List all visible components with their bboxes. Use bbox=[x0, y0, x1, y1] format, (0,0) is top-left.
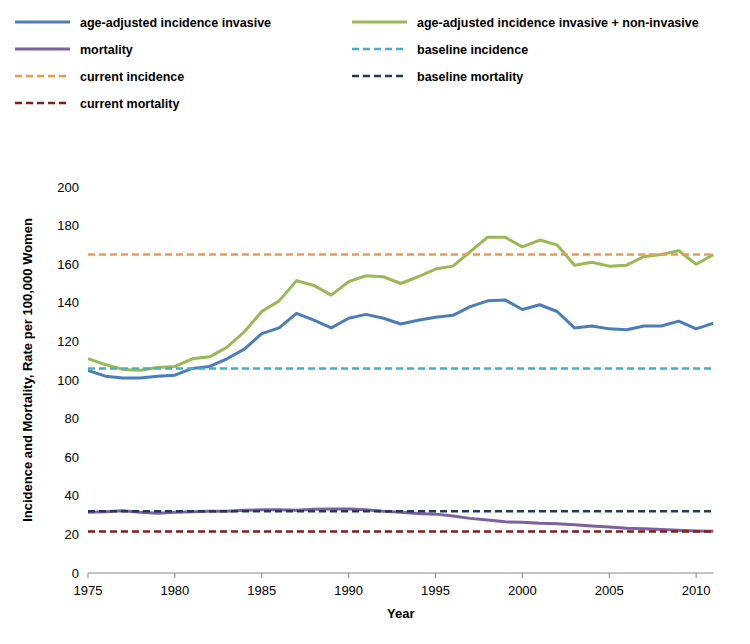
y-tick-label: 80 bbox=[65, 411, 79, 426]
x-tick bbox=[609, 573, 610, 578]
x-tick bbox=[696, 573, 697, 578]
x-tick-label: 1990 bbox=[334, 583, 363, 598]
x-tick-label: 2010 bbox=[682, 583, 711, 598]
y-tick-label: 140 bbox=[57, 295, 79, 310]
y-tick-label: 20 bbox=[65, 527, 79, 542]
x-tick bbox=[522, 573, 523, 578]
legend-label: age-adjusted incidence invasive + non-in… bbox=[417, 16, 699, 30]
legend-label: mortality bbox=[80, 43, 133, 57]
x-tick bbox=[174, 573, 175, 578]
legend-swatch bbox=[352, 75, 407, 78]
legend-swatch bbox=[15, 102, 70, 105]
x-tick bbox=[88, 573, 89, 578]
legend-swatch bbox=[352, 21, 407, 24]
x-tick-label: 2000 bbox=[508, 583, 537, 598]
legend-label: baseline incidence bbox=[417, 43, 528, 57]
x-tick-label: 1995 bbox=[421, 583, 450, 598]
legend-label: baseline mortality bbox=[417, 70, 523, 84]
x-tick-label: 1975 bbox=[74, 583, 103, 598]
y-tick-label: 40 bbox=[65, 488, 79, 503]
x-tick bbox=[348, 573, 349, 578]
series-line bbox=[88, 510, 714, 513]
series-line bbox=[88, 237, 714, 370]
plot-area bbox=[88, 237, 714, 531]
y-axis-label: Incidence and Mortality, Rate per 100,00… bbox=[20, 218, 35, 522]
x-tick bbox=[435, 573, 436, 578]
series-line bbox=[88, 253, 714, 256]
y-tick-label: 200 bbox=[57, 180, 79, 195]
y-tick-label: 0 bbox=[72, 566, 79, 581]
y-tick-label: 180 bbox=[57, 218, 79, 233]
legend-swatch bbox=[352, 48, 407, 51]
series-line bbox=[88, 509, 714, 531]
background bbox=[0, 0, 750, 644]
series-line bbox=[88, 530, 714, 533]
y-tick-label: 100 bbox=[57, 373, 79, 388]
series-line bbox=[88, 300, 714, 378]
chart: 0 20 40 60 80 100 120 140 160 180 200 1975 1980 1985 1… bbox=[0, 0, 750, 644]
x-tick-label: 1980 bbox=[160, 583, 189, 598]
y-tick-label: 60 bbox=[65, 450, 79, 465]
y-tick-label: 120 bbox=[57, 334, 79, 349]
legend-label: age-adjusted incidence invasive bbox=[80, 16, 271, 30]
legend-label: current incidence bbox=[80, 70, 184, 84]
series-line bbox=[88, 367, 714, 370]
legend-swatch bbox=[15, 75, 70, 78]
x-tick-label: 2005 bbox=[595, 583, 624, 598]
x-axis-line bbox=[88, 573, 714, 574]
x-tick-label: 1985 bbox=[247, 583, 276, 598]
legend-swatch bbox=[15, 21, 70, 24]
legend-label: current mortality bbox=[80, 97, 179, 111]
y-tick-label: 160 bbox=[57, 257, 79, 272]
x-tick bbox=[261, 573, 262, 578]
legend-swatch bbox=[15, 48, 70, 51]
x-axis-label: Year bbox=[387, 606, 414, 621]
